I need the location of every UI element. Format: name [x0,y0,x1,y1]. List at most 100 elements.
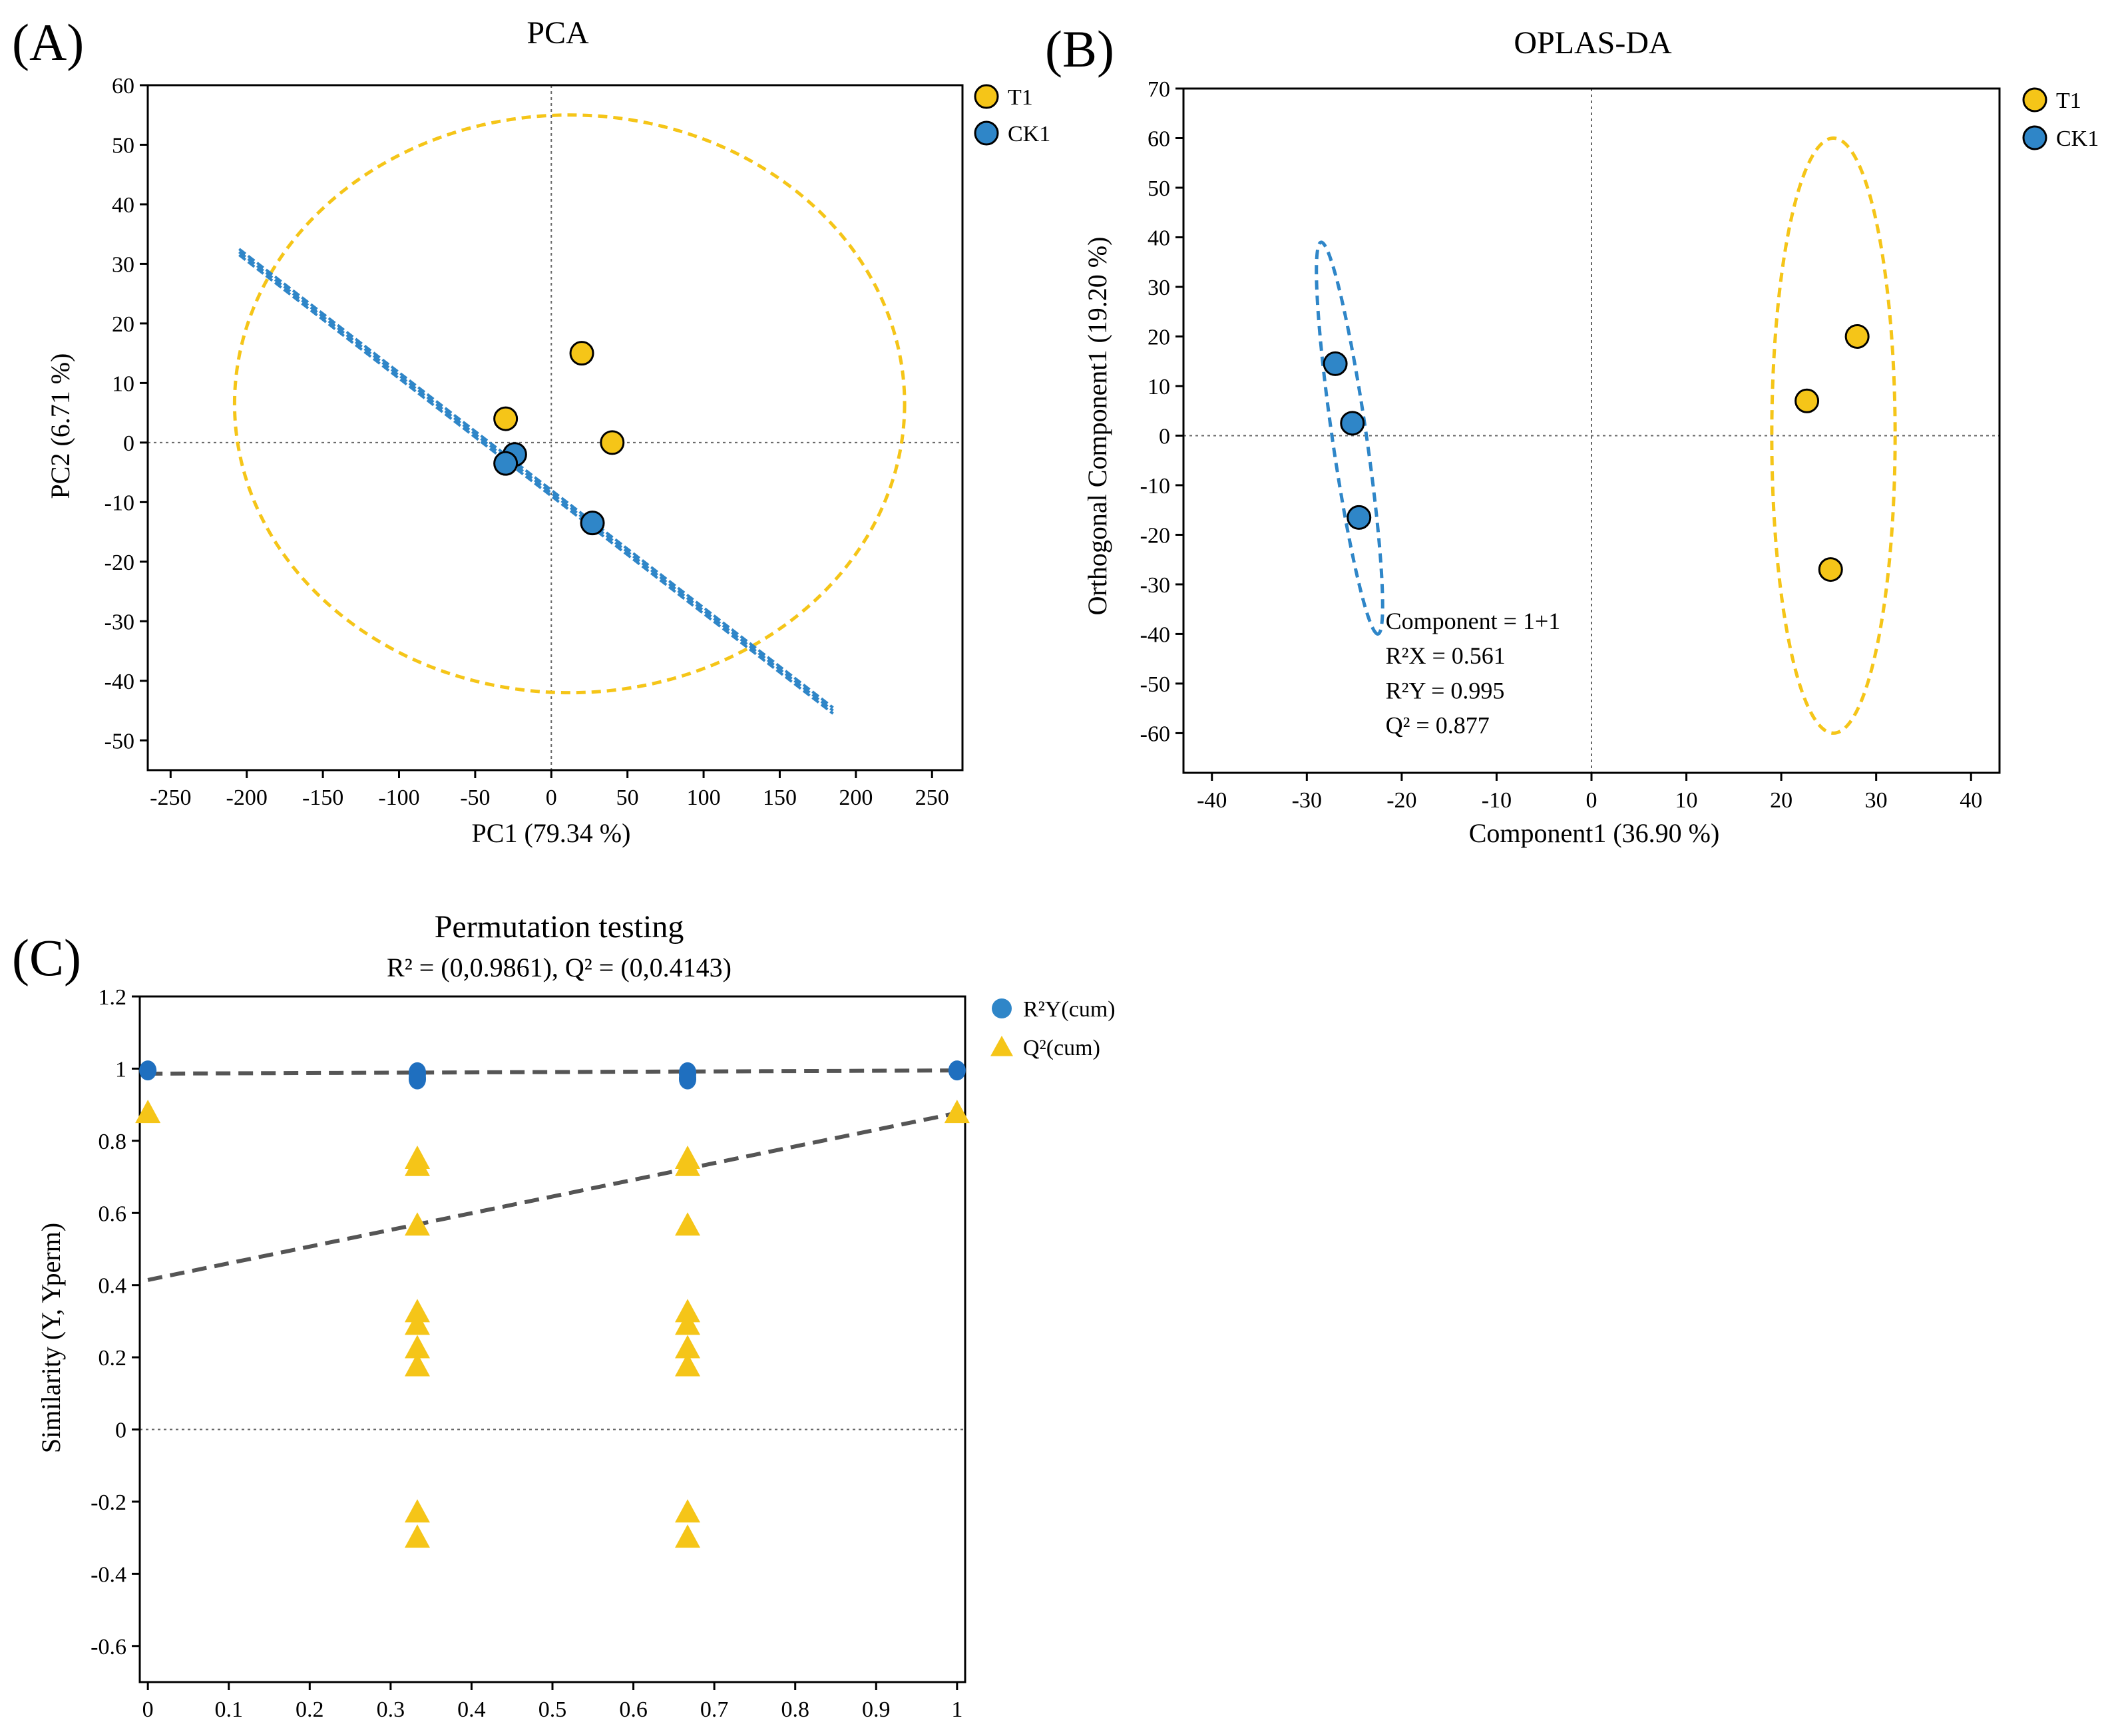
data-point-ck1 [1347,505,1372,530]
x-tick-label: 0 [142,1697,154,1722]
data-point-q-cum- [675,1524,701,1548]
x-tick-label: -150 [302,785,343,810]
y-tick-label: 0 [1159,424,1170,449]
x-tick-label: 150 [763,785,797,810]
confidence-ellipse-t1 [1770,136,1897,735]
confidence-ellipse-ck1 [238,248,834,709]
data-point-q-cum- [404,1335,430,1359]
x-tick-label: -50 [460,785,490,810]
legend-marker [2022,87,2047,112]
data-point-t1 [600,430,625,455]
x-tick-label: 0.1 [214,1697,243,1722]
data-point-t1 [569,341,594,366]
data-point-r-y-cum- [679,1069,697,1090]
y-tick-label: -40 [1140,622,1170,647]
data-point-q-cum- [675,1152,701,1176]
y-tick-label: -50 [105,729,134,754]
x-tick-label: 10 [1675,788,1698,813]
legend-label: CK1 [2056,126,2099,151]
x-tick-label: 200 [839,785,873,810]
x-tick-label: 0.7 [700,1697,729,1722]
data-point-q-cum- [404,1311,430,1335]
confidence-ellipse-ck1 [238,250,834,712]
data-point-q-cum- [675,1299,701,1323]
confidence-ellipse-t1 [232,113,907,695]
chart-title: OPLAS-DA [1514,25,1672,61]
x-tick-label: 0 [546,785,557,810]
stats-annotation: R²X = 0.561 [1386,642,1506,669]
data-point-t1 [493,406,519,431]
regression-line [147,1111,958,1282]
x-tick-label: 1 [951,1697,962,1722]
y-tick-label: 0.8 [99,1130,127,1154]
data-point-q-cum- [404,1353,430,1377]
y-tick-label: 40 [112,193,134,218]
y-tick-label: 10 [112,371,134,396]
legend-label: CK1 [1008,122,1050,146]
panel-label: (A) [12,13,84,71]
data-point-q-cum- [404,1524,430,1548]
x-tick-label: 0.3 [377,1697,405,1722]
y-tick-label: -60 [1140,722,1170,746]
x-tick-label: -30 [1292,788,1322,813]
y-tick-label: 10 [1148,375,1170,399]
x-tick-label: 0.4 [457,1697,486,1722]
x-axis-label: PC1 (79.34 %) [472,818,631,848]
panel-a-pca: (A) PCA-250 -200 -150 -100 -50 0 50 100 150 200 250… [12,13,1050,848]
x-tick-label: 20 [1770,788,1793,813]
y-tick-label: 0 [115,1418,126,1443]
x-tick-label: 100 [687,785,721,810]
y-tick-label: 0 [123,431,134,456]
y-tick-label: 30 [1148,276,1170,300]
y-tick-label: -0.6 [91,1635,126,1659]
chart-title: PCA [527,15,589,51]
y-tick-label: -50 [1140,672,1170,697]
confidence-ellipse-ck1 [238,254,834,715]
data-point-t1 [1794,388,1820,413]
y-tick-label: 70 [1148,77,1170,102]
legend-label: R²Y(cum) [1023,997,1116,1022]
x-tick-label: 30 [1865,788,1888,813]
stats-annotation: R²Y = 0.995 [1386,677,1505,704]
data-point-q-cum- [944,1100,970,1124]
legend-label: T1 [1008,85,1033,110]
data-point-t1 [1818,557,1843,582]
x-tick-label: -20 [1386,788,1416,813]
data-point-r-y-cum- [948,1060,966,1081]
data-point-q-cum- [675,1499,701,1523]
data-point-q-cum- [404,1299,430,1323]
data-point-ck1 [1340,411,1365,436]
x-tick-label: -40 [1197,788,1227,813]
panel-c-permutation: (C) Permutation testing R² = (0,0.9861), Q… [12,909,1116,1722]
y-tick-label: 0.6 [99,1201,127,1226]
x-tick-label: -200 [226,785,268,810]
plot-frame [146,84,964,771]
legend-marker [974,120,999,146]
confidence-ellipse-ck1 [1315,240,1384,636]
legend-marker [974,84,999,109]
panel-label: (B) [1045,20,1114,78]
x-tick-label: 0 [1586,788,1597,813]
data-point-q-cum- [675,1311,701,1335]
y-tick-label: -40 [105,670,134,694]
y-axis-label: Similarity (Y, Yperm) [36,1223,66,1453]
y-tick-label: 1 [115,1057,126,1082]
y-tick-label: -0.2 [91,1490,126,1515]
data-point-ck1 [493,451,519,476]
y-tick-label: 60 [112,74,134,99]
y-tick-label: 30 [112,252,134,277]
data-point-q-cum- [404,1152,430,1176]
chart-subtitle: R² = (0,0.9861), Q² = (0,0.4143) [387,953,732,982]
y-tick-label: 1.2 [99,985,127,1010]
x-tick-label: 50 [616,785,639,810]
y-tick-label: -20 [105,550,134,575]
y-tick-label: 20 [1148,325,1170,349]
stats-annotation: Component = 1+1 [1386,608,1561,634]
data-point-ck1 [580,511,605,536]
data-point-ck1 [1323,351,1348,376]
x-tick-label: 0.5 [538,1697,567,1722]
data-point-t1 [1844,324,1870,349]
chart-title: Permutation testing [435,909,684,945]
stats-annotation: Q² = 0.877 [1386,712,1490,738]
data-point-q-cum- [404,1212,430,1236]
